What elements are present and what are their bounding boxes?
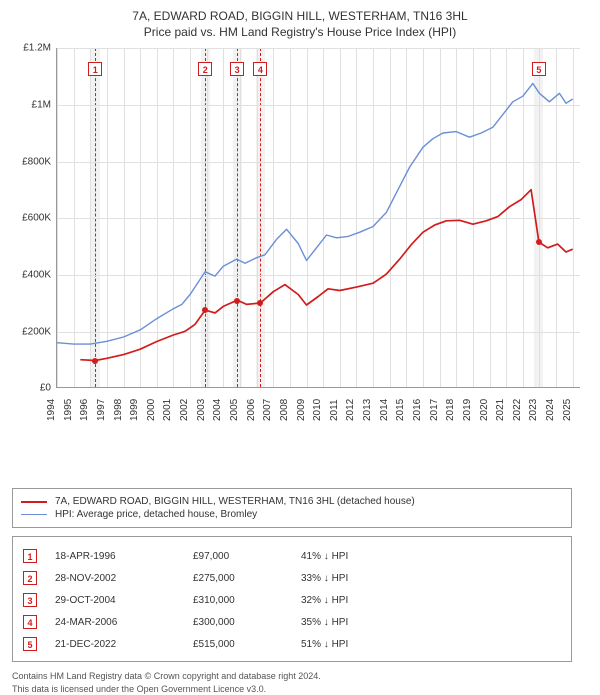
x-axis-label: 2005 bbox=[229, 399, 240, 421]
sale-point bbox=[257, 300, 263, 306]
x-axis-label: 2009 bbox=[295, 399, 306, 421]
y-axis-label: £400K bbox=[22, 270, 57, 281]
event-price: £515,000 bbox=[193, 639, 283, 650]
x-axis-label: 2020 bbox=[478, 399, 489, 421]
footer-line-2: This data is licensed under the Open Gov… bbox=[12, 683, 588, 695]
sale-point bbox=[234, 298, 240, 304]
event-price: £300,000 bbox=[193, 617, 283, 628]
legend-row: HPI: Average price, detached house, Brom… bbox=[21, 508, 563, 521]
x-axis-label: 1996 bbox=[79, 399, 90, 421]
x-axis-label: 2002 bbox=[179, 399, 190, 421]
x-axis-label: 2016 bbox=[412, 399, 423, 421]
event-marker: 5 bbox=[532, 62, 546, 76]
x-axis-label: 2022 bbox=[512, 399, 523, 421]
x-axis-label: 2003 bbox=[196, 399, 207, 421]
x-axis-label: 2010 bbox=[312, 399, 323, 421]
y-axis-label: £0 bbox=[40, 383, 57, 394]
chart-area: £0 £200K £400K £600K £800K £1M £1.2M 1994 1995 19… bbox=[12, 44, 588, 444]
x-axis-label: 1995 bbox=[63, 399, 74, 421]
y-axis-label: £800K bbox=[22, 156, 57, 167]
event-row: 4 24-MAR-2006 £300,000 35% ↓ HPI bbox=[23, 611, 561, 633]
event-row: 5 21-DEC-2022 £515,000 51% ↓ HPI bbox=[23, 633, 561, 655]
event-delta: 41% ↓ HPI bbox=[301, 551, 561, 562]
title-line-1: 7A, EDWARD ROAD, BIGGIN HILL, WESTERHAM,… bbox=[12, 8, 588, 24]
event-price: £97,000 bbox=[193, 551, 283, 562]
x-axis-label: 2024 bbox=[545, 399, 556, 421]
event-marker: 3 bbox=[230, 62, 244, 76]
x-axis-label: 2021 bbox=[495, 399, 506, 421]
series-subject bbox=[80, 190, 572, 361]
legend-label: 7A, EDWARD ROAD, BIGGIN HILL, WESTERHAM,… bbox=[55, 496, 415, 507]
event-number: 2 bbox=[23, 571, 37, 585]
legend-label: HPI: Average price, detached house, Brom… bbox=[55, 509, 257, 520]
y-axis-label: £1M bbox=[32, 100, 57, 111]
x-axis-label: 2006 bbox=[245, 399, 256, 421]
event-row: 3 29-OCT-2004 £310,000 32% ↓ HPI bbox=[23, 589, 561, 611]
x-axis-label: 2000 bbox=[146, 399, 157, 421]
event-number: 3 bbox=[23, 593, 37, 607]
legend-swatch bbox=[21, 514, 47, 515]
legend-row: 7A, EDWARD ROAD, BIGGIN HILL, WESTERHAM,… bbox=[21, 495, 563, 508]
events-box: 1 18-APR-1996 £97,000 41% ↓ HPI 2 28-NOV-2002… bbox=[12, 536, 572, 662]
x-axis-label: 2012 bbox=[345, 399, 356, 421]
event-date: 24-MAR-2006 bbox=[55, 617, 175, 628]
event-marker: 4 bbox=[253, 62, 267, 76]
x-axis-label: 1999 bbox=[129, 399, 140, 421]
event-price: £310,000 bbox=[193, 595, 283, 606]
event-price: £275,000 bbox=[193, 573, 283, 584]
y-axis-label: £1.2M bbox=[23, 43, 57, 54]
x-axis-label: 2013 bbox=[362, 399, 373, 421]
legend-box: 7A, EDWARD ROAD, BIGGIN HILL, WESTERHAM,… bbox=[12, 488, 572, 528]
event-delta: 33% ↓ HPI bbox=[301, 573, 561, 584]
event-date: 18-APR-1996 bbox=[55, 551, 175, 562]
x-axis-label: 2011 bbox=[329, 400, 340, 422]
x-axis-label: 2001 bbox=[162, 399, 173, 421]
event-date: 21-DEC-2022 bbox=[55, 639, 175, 650]
event-number: 5 bbox=[23, 637, 37, 651]
x-axis-label: 2025 bbox=[562, 399, 573, 421]
footer-attribution: Contains HM Land Registry data © Crown c… bbox=[12, 670, 588, 694]
event-date: 28-NOV-2002 bbox=[55, 573, 175, 584]
event-number: 1 bbox=[23, 549, 37, 563]
event-row: 2 28-NOV-2002 £275,000 33% ↓ HPI bbox=[23, 567, 561, 589]
event-delta: 32% ↓ HPI bbox=[301, 595, 561, 606]
chart-container: 7A, EDWARD ROAD, BIGGIN HILL, WESTERHAM,… bbox=[0, 0, 600, 650]
footer-line-1: Contains HM Land Registry data © Crown c… bbox=[12, 670, 588, 682]
y-axis-label: £200K bbox=[22, 326, 57, 337]
x-axis-label: 2008 bbox=[279, 399, 290, 421]
x-axis-label: 2018 bbox=[445, 399, 456, 421]
event-number: 4 bbox=[23, 615, 37, 629]
x-axis-label: 2023 bbox=[528, 399, 539, 421]
sale-point bbox=[536, 239, 542, 245]
x-axis-label: 2007 bbox=[262, 399, 273, 421]
chart-title: 7A, EDWARD ROAD, BIGGIN HILL, WESTERHAM,… bbox=[12, 8, 588, 40]
event-delta: 51% ↓ HPI bbox=[301, 639, 561, 650]
event-marker: 2 bbox=[198, 62, 212, 76]
x-axis-label: 2015 bbox=[395, 399, 406, 421]
line-series-svg bbox=[57, 48, 581, 388]
sale-point bbox=[92, 358, 98, 364]
series-hpi bbox=[57, 84, 573, 345]
x-axis-label: 1997 bbox=[96, 399, 107, 421]
event-delta: 35% ↓ HPI bbox=[301, 617, 561, 628]
x-axis-label: 1994 bbox=[46, 399, 57, 421]
plot-region: £0£200K£400K£600K£800K£1M£1.2M1994199519… bbox=[56, 48, 580, 388]
y-axis-label: £600K bbox=[22, 213, 57, 224]
title-line-2: Price paid vs. HM Land Registry's House … bbox=[12, 24, 588, 40]
event-date: 29-OCT-2004 bbox=[55, 595, 175, 606]
x-axis-label: 1998 bbox=[112, 399, 123, 421]
sale-point bbox=[202, 307, 208, 313]
event-row: 1 18-APR-1996 £97,000 41% ↓ HPI bbox=[23, 545, 561, 567]
legend-swatch bbox=[21, 501, 47, 503]
x-axis-label: 2014 bbox=[379, 399, 390, 421]
x-axis-label: 2017 bbox=[428, 399, 439, 421]
x-axis-label: 2019 bbox=[462, 399, 473, 421]
event-marker: 1 bbox=[88, 62, 102, 76]
x-axis-label: 2004 bbox=[212, 399, 223, 421]
